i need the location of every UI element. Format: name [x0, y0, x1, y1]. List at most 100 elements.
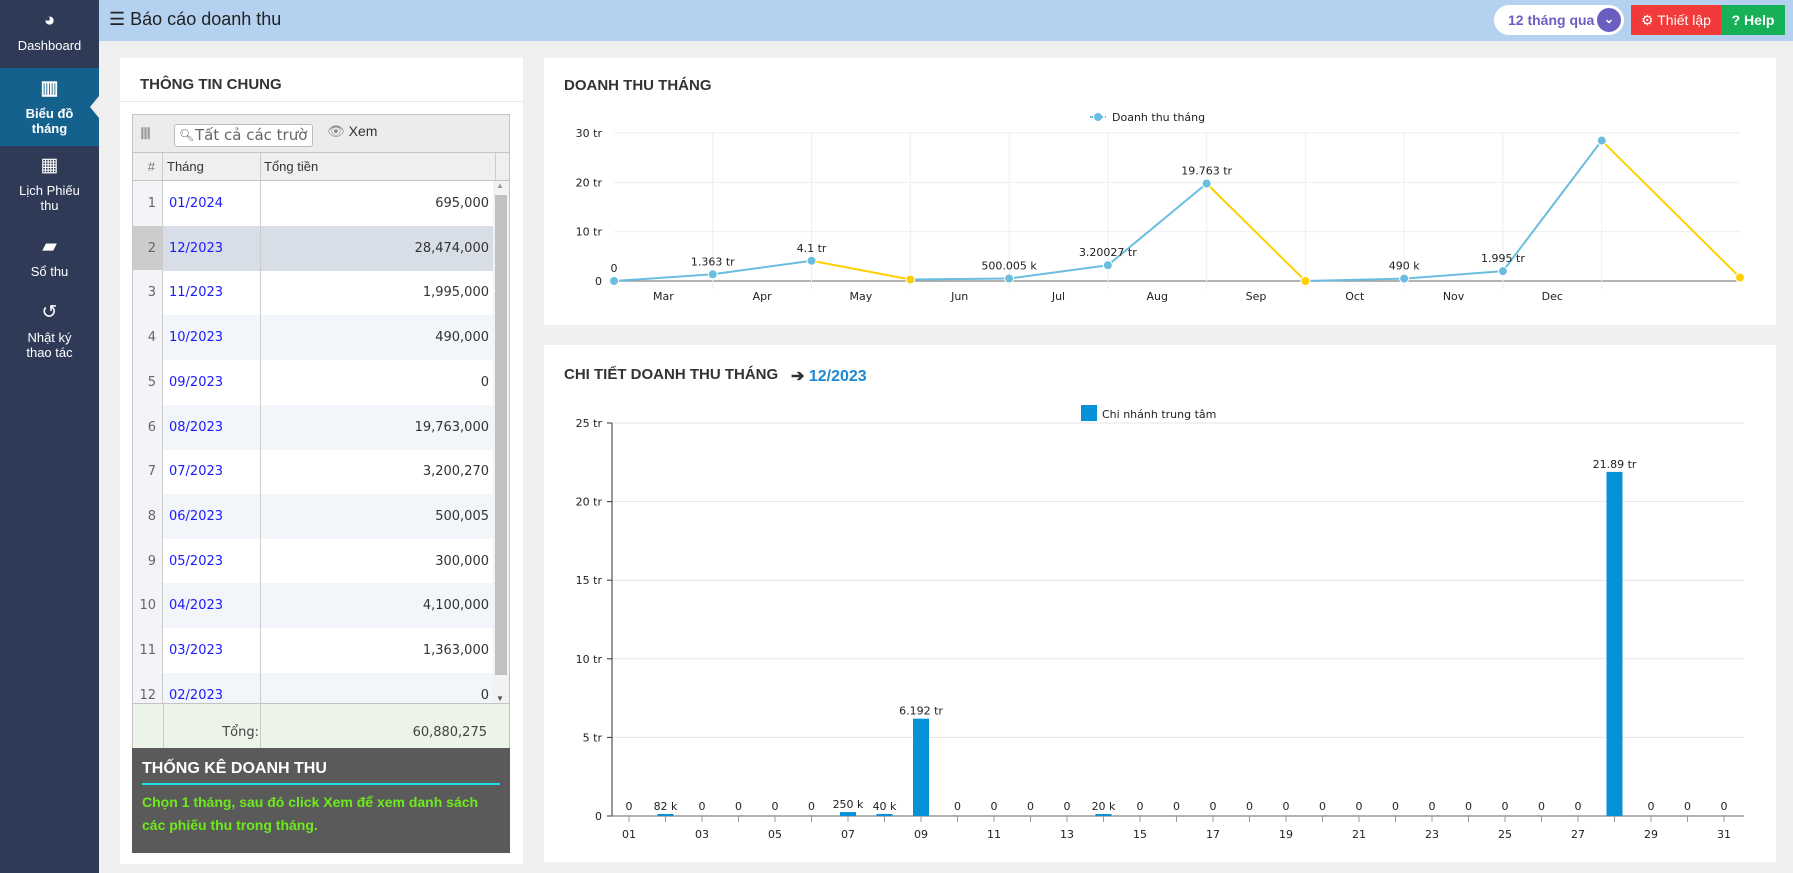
table-row[interactable]: 2 12/2023 28,474,000	[133, 225, 495, 271]
data-label: 20 k	[1092, 800, 1116, 813]
x-tick-label: 29	[1644, 828, 1658, 841]
x-tick-label: Nov	[1443, 290, 1465, 303]
row-month[interactable]: 06/2023	[169, 508, 224, 524]
row-month[interactable]: 09/2023	[169, 374, 224, 390]
row-month[interactable]: 08/2023	[169, 419, 224, 435]
range-select[interactable]: 12 tháng qua ⌄	[1494, 5, 1624, 35]
bar	[913, 718, 929, 816]
scrollbar-thumb[interactable]	[495, 195, 507, 675]
grid-toolbar: Ⅲ 🔍︎ Tất cả các trườ 👁︎ Xem	[133, 115, 509, 153]
stats-title: THỐNG KÊ DOANH THU	[142, 760, 327, 777]
row-month[interactable]: 12/2023	[169, 240, 224, 256]
table-row[interactable]: 3 11/2023 1,995,000	[133, 270, 495, 316]
legend-marker	[1094, 113, 1102, 121]
data-label: 0	[1027, 800, 1034, 813]
view-button[interactable]: 👁︎ Xem	[327, 123, 378, 139]
row-number: 8	[133, 493, 163, 539]
dashboard-icon: ◕	[43, 10, 56, 31]
data-label: 0	[1538, 800, 1545, 813]
col-total[interactable]: Tổng tiền	[260, 153, 318, 180]
stats-description: Chọn 1 tháng, sau đó click Xem để xem da…	[142, 794, 479, 833]
data-label: 0	[772, 800, 779, 813]
row-number: 5	[133, 359, 163, 405]
sidebar-item-receipt-calendar[interactable]: ▦ Lịch Phiếu thu	[0, 155, 99, 215]
col-spacer	[495, 153, 496, 180]
y-tick-label: 30 tr	[576, 127, 603, 140]
data-point	[1399, 273, 1410, 284]
row-month[interactable]: 03/2023	[169, 643, 224, 658]
row-month[interactable]: 02/2023	[169, 687, 224, 703]
data-point	[806, 255, 817, 266]
table-row[interactable]: 11 03/2023 1,363,000	[133, 628, 495, 673]
data-label: 0	[1429, 800, 1436, 813]
data-label: 0	[954, 800, 961, 813]
row-number: 11	[133, 628, 163, 673]
x-tick-label: Jul	[1051, 290, 1065, 303]
table-row[interactable]: 4 10/2023 490,000	[133, 315, 495, 361]
monthly-revenue-panel: DOANH THU THÁNG 0 10 tr 20 tr 30 tr Mar Apr Ma…	[544, 58, 1776, 325]
row-month[interactable]: 10/2023	[169, 330, 224, 346]
data-label: 19.763 tr	[1181, 165, 1232, 178]
data-point	[1004, 273, 1015, 284]
data-label: 0	[1721, 800, 1728, 813]
row-total: 0	[480, 687, 489, 703]
x-tick-label: Apr	[753, 290, 773, 303]
row-month[interactable]: 07/2023	[169, 464, 224, 480]
sidebar-item-activity-log[interactable]: ↺ Nhật ký thao tác	[0, 302, 99, 362]
data-point	[1735, 272, 1745, 283]
page-title: ☰ Báo cáo doanh thu	[109, 9, 282, 29]
sidebar-item-monthly-chart[interactable]: ▥ Biểu đồ tháng	[0, 68, 99, 146]
data-label: 0	[1319, 800, 1326, 813]
data-label: 0	[1465, 800, 1472, 813]
table-row[interactable]: 6 08/2023 19,763,000	[133, 404, 495, 450]
data-label: 0	[808, 800, 815, 813]
data-label: 0	[1210, 800, 1217, 813]
row-month[interactable]: 04/2023	[169, 598, 224, 614]
columns-icon[interactable]: Ⅲ	[140, 126, 152, 143]
y-tick-label: 20 tr	[576, 496, 603, 509]
x-tick-label: 25	[1498, 828, 1512, 841]
series-segment	[1205, 182, 1307, 282]
table-row[interactable]: 12 02/2023 0	[133, 672, 495, 703]
row-number: 6	[133, 404, 163, 450]
vertical-scrollbar[interactable]: ▲ ▼	[493, 181, 509, 703]
sidebar-item-ledger[interactable]: ▰ Sổ thu	[0, 236, 99, 281]
x-tick-label: Mar	[653, 290, 674, 303]
search-input[interactable]: 🔍︎ Tất cả các trườ	[174, 124, 313, 147]
data-label: 0	[1356, 800, 1363, 813]
row-number: 10	[133, 583, 163, 629]
series-segment	[811, 259, 911, 281]
sidebar-item-dashboard[interactable]: ◕ Dashboard	[0, 10, 99, 68]
table-row[interactable]: 5 09/2023 0	[133, 359, 495, 405]
col-month[interactable]: Tháng	[167, 159, 204, 174]
row-month[interactable]: 05/2023	[169, 553, 224, 569]
gear-icon: ⚙	[1641, 12, 1654, 28]
settings-button[interactable]: ⚙ Thiết lập	[1631, 5, 1721, 35]
table-row[interactable]: 1 01/2024 695,000	[133, 181, 495, 226]
data-label: 6.192 tr	[899, 705, 943, 718]
series-segment	[910, 277, 1010, 281]
y-tick-label: 0	[595, 275, 602, 288]
data-label: 1.995 tr	[1481, 252, 1525, 265]
row-month[interactable]: 11/2023	[169, 285, 224, 301]
data-label: 0	[991, 800, 998, 813]
row-month[interactable]: 01/2024	[169, 196, 224, 211]
bar-chart-icon: ▥	[40, 78, 59, 99]
x-tick-label: Oct	[1345, 290, 1365, 303]
table-row[interactable]: 9 05/2023 300,000	[133, 538, 495, 584]
help-button[interactable]: ? Help	[1721, 5, 1785, 35]
table-row[interactable]: 7 07/2023 3,200,270	[133, 449, 495, 495]
chevron-down-icon: ⌄	[1597, 8, 1621, 32]
data-label: 1.363 tr	[691, 255, 735, 268]
scroll-up-icon[interactable]: ▲	[496, 181, 504, 190]
selected-month-link[interactable]: ➔ 12/2023	[791, 368, 867, 385]
divider	[260, 359, 261, 405]
panel-title: CHI TIẾT DOANH THU THÁNG	[564, 366, 779, 383]
scroll-down-icon[interactable]: ▼	[496, 694, 504, 703]
divider	[260, 538, 261, 584]
table-row[interactable]: 10 04/2023 4,100,000	[133, 583, 495, 629]
daily-revenue-chart: Chi nhánh trung tâm 0 5 tr 10 tr 15 tr 20 tr 2…	[576, 405, 1744, 841]
divider	[120, 101, 523, 102]
table-row[interactable]: 8 06/2023 500,005	[133, 493, 495, 539]
data-point	[1596, 135, 1607, 146]
